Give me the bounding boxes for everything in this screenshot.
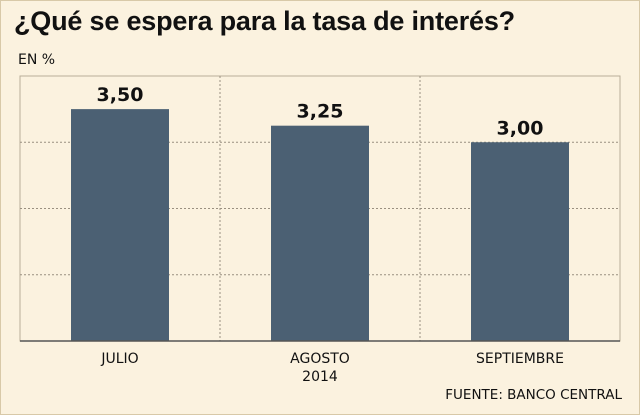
unit-label: EN % — [18, 52, 56, 68]
bar — [71, 109, 169, 341]
bar-value-label: 3,50 — [97, 84, 144, 106]
chart-title: ¿Qué se espera para la tasa de interés? — [14, 6, 515, 36]
source-label: FUENTE: BANCO CENTRAL — [445, 387, 622, 403]
bar — [471, 142, 569, 341]
x-tick-label: JULIO — [100, 351, 138, 367]
bar — [271, 125, 369, 341]
x-tick-label: AGOSTO — [290, 351, 350, 367]
x-tick-sublabel: 2014 — [302, 369, 338, 385]
bar-value-label: 3,25 — [297, 101, 344, 123]
bar-value-label: 3,00 — [497, 117, 544, 139]
x-tick-label: SEPTIEMBRE — [476, 351, 564, 367]
